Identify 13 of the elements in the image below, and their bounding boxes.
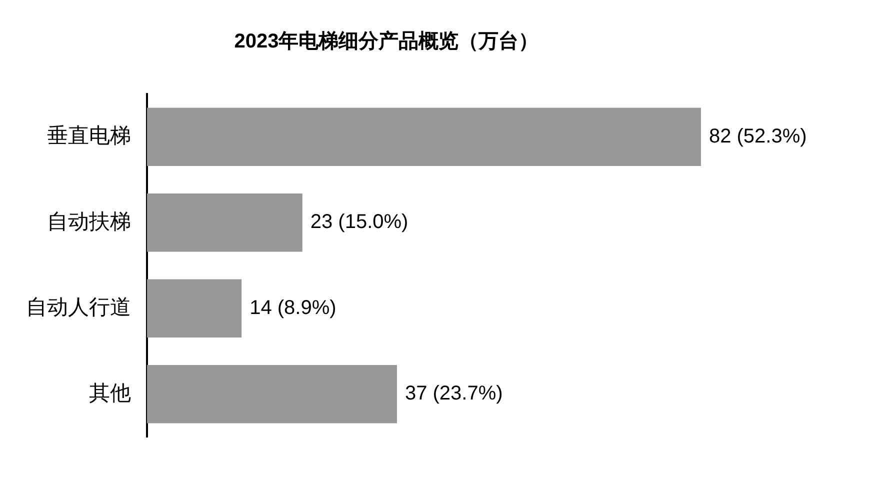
bar: [147, 279, 242, 338]
data-label: 14 (8.9%): [250, 296, 336, 319]
y-tick-label: 自动人行道: [26, 296, 131, 320]
y-tick-label: 其他: [89, 382, 131, 405]
chart-title: 2023年电梯细分产品概览（万台）: [234, 30, 539, 53]
bar: [147, 193, 302, 252]
y-tick-label: 垂直电梯: [47, 124, 131, 148]
data-label: 37 (23.7%): [404, 382, 503, 405]
bar: [147, 364, 397, 424]
data-label: 82 (52.3%): [708, 125, 807, 148]
y-tick-label: 自动扶梯: [47, 210, 131, 234]
bar: [147, 108, 701, 166]
data-label: 23 (15.0%): [310, 211, 408, 234]
